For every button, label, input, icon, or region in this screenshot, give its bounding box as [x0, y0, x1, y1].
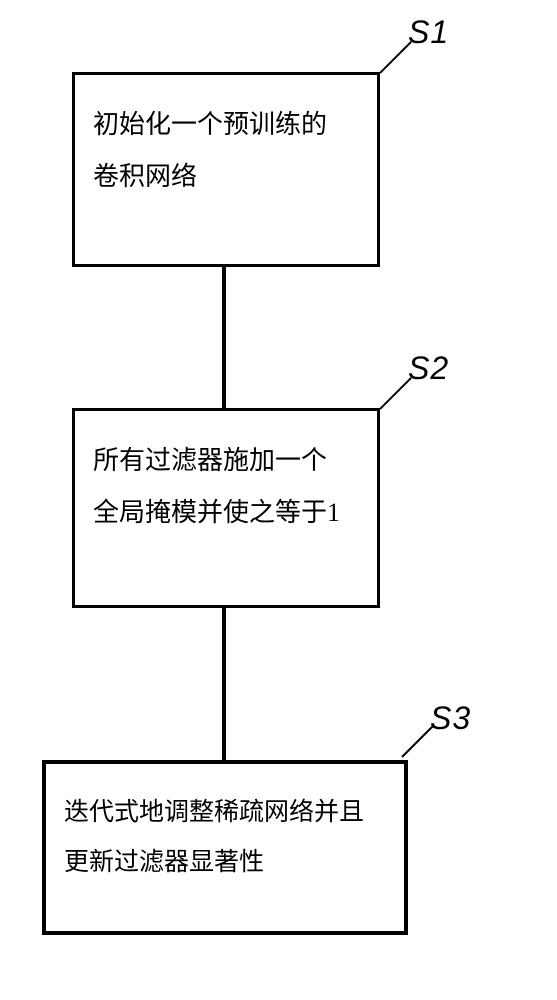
leader-line-s2	[379, 377, 412, 410]
connector-s1-s2	[222, 267, 226, 408]
flow-node-s3-line1: 迭代式地调整稀疏网络并且	[64, 788, 386, 838]
step-label-s2: S2	[408, 350, 449, 387]
leader-line-s3	[401, 725, 434, 758]
flow-node-s1-line2: 卷积网络	[93, 151, 359, 203]
flow-node-s1-line1: 初始化一个预训练的	[93, 99, 359, 151]
leader-line-s1	[379, 41, 412, 74]
flow-node-s2: 所有过滤器施加一个 全局掩模并使之等于1	[72, 408, 380, 608]
step-label-s3: S3	[430, 700, 471, 737]
flow-node-s2-line1: 所有过滤器施加一个	[93, 435, 359, 487]
connector-s2-s3	[222, 608, 226, 760]
flow-node-s3-line2: 更新过滤器显著性	[64, 838, 386, 888]
flow-node-s3: 迭代式地调整稀疏网络并且 更新过滤器显著性	[42, 760, 408, 935]
flow-node-s1: 初始化一个预训练的 卷积网络	[72, 72, 380, 267]
step-label-s1: S1	[408, 14, 449, 51]
flow-node-s2-line2: 全局掩模并使之等于1	[93, 487, 359, 539]
